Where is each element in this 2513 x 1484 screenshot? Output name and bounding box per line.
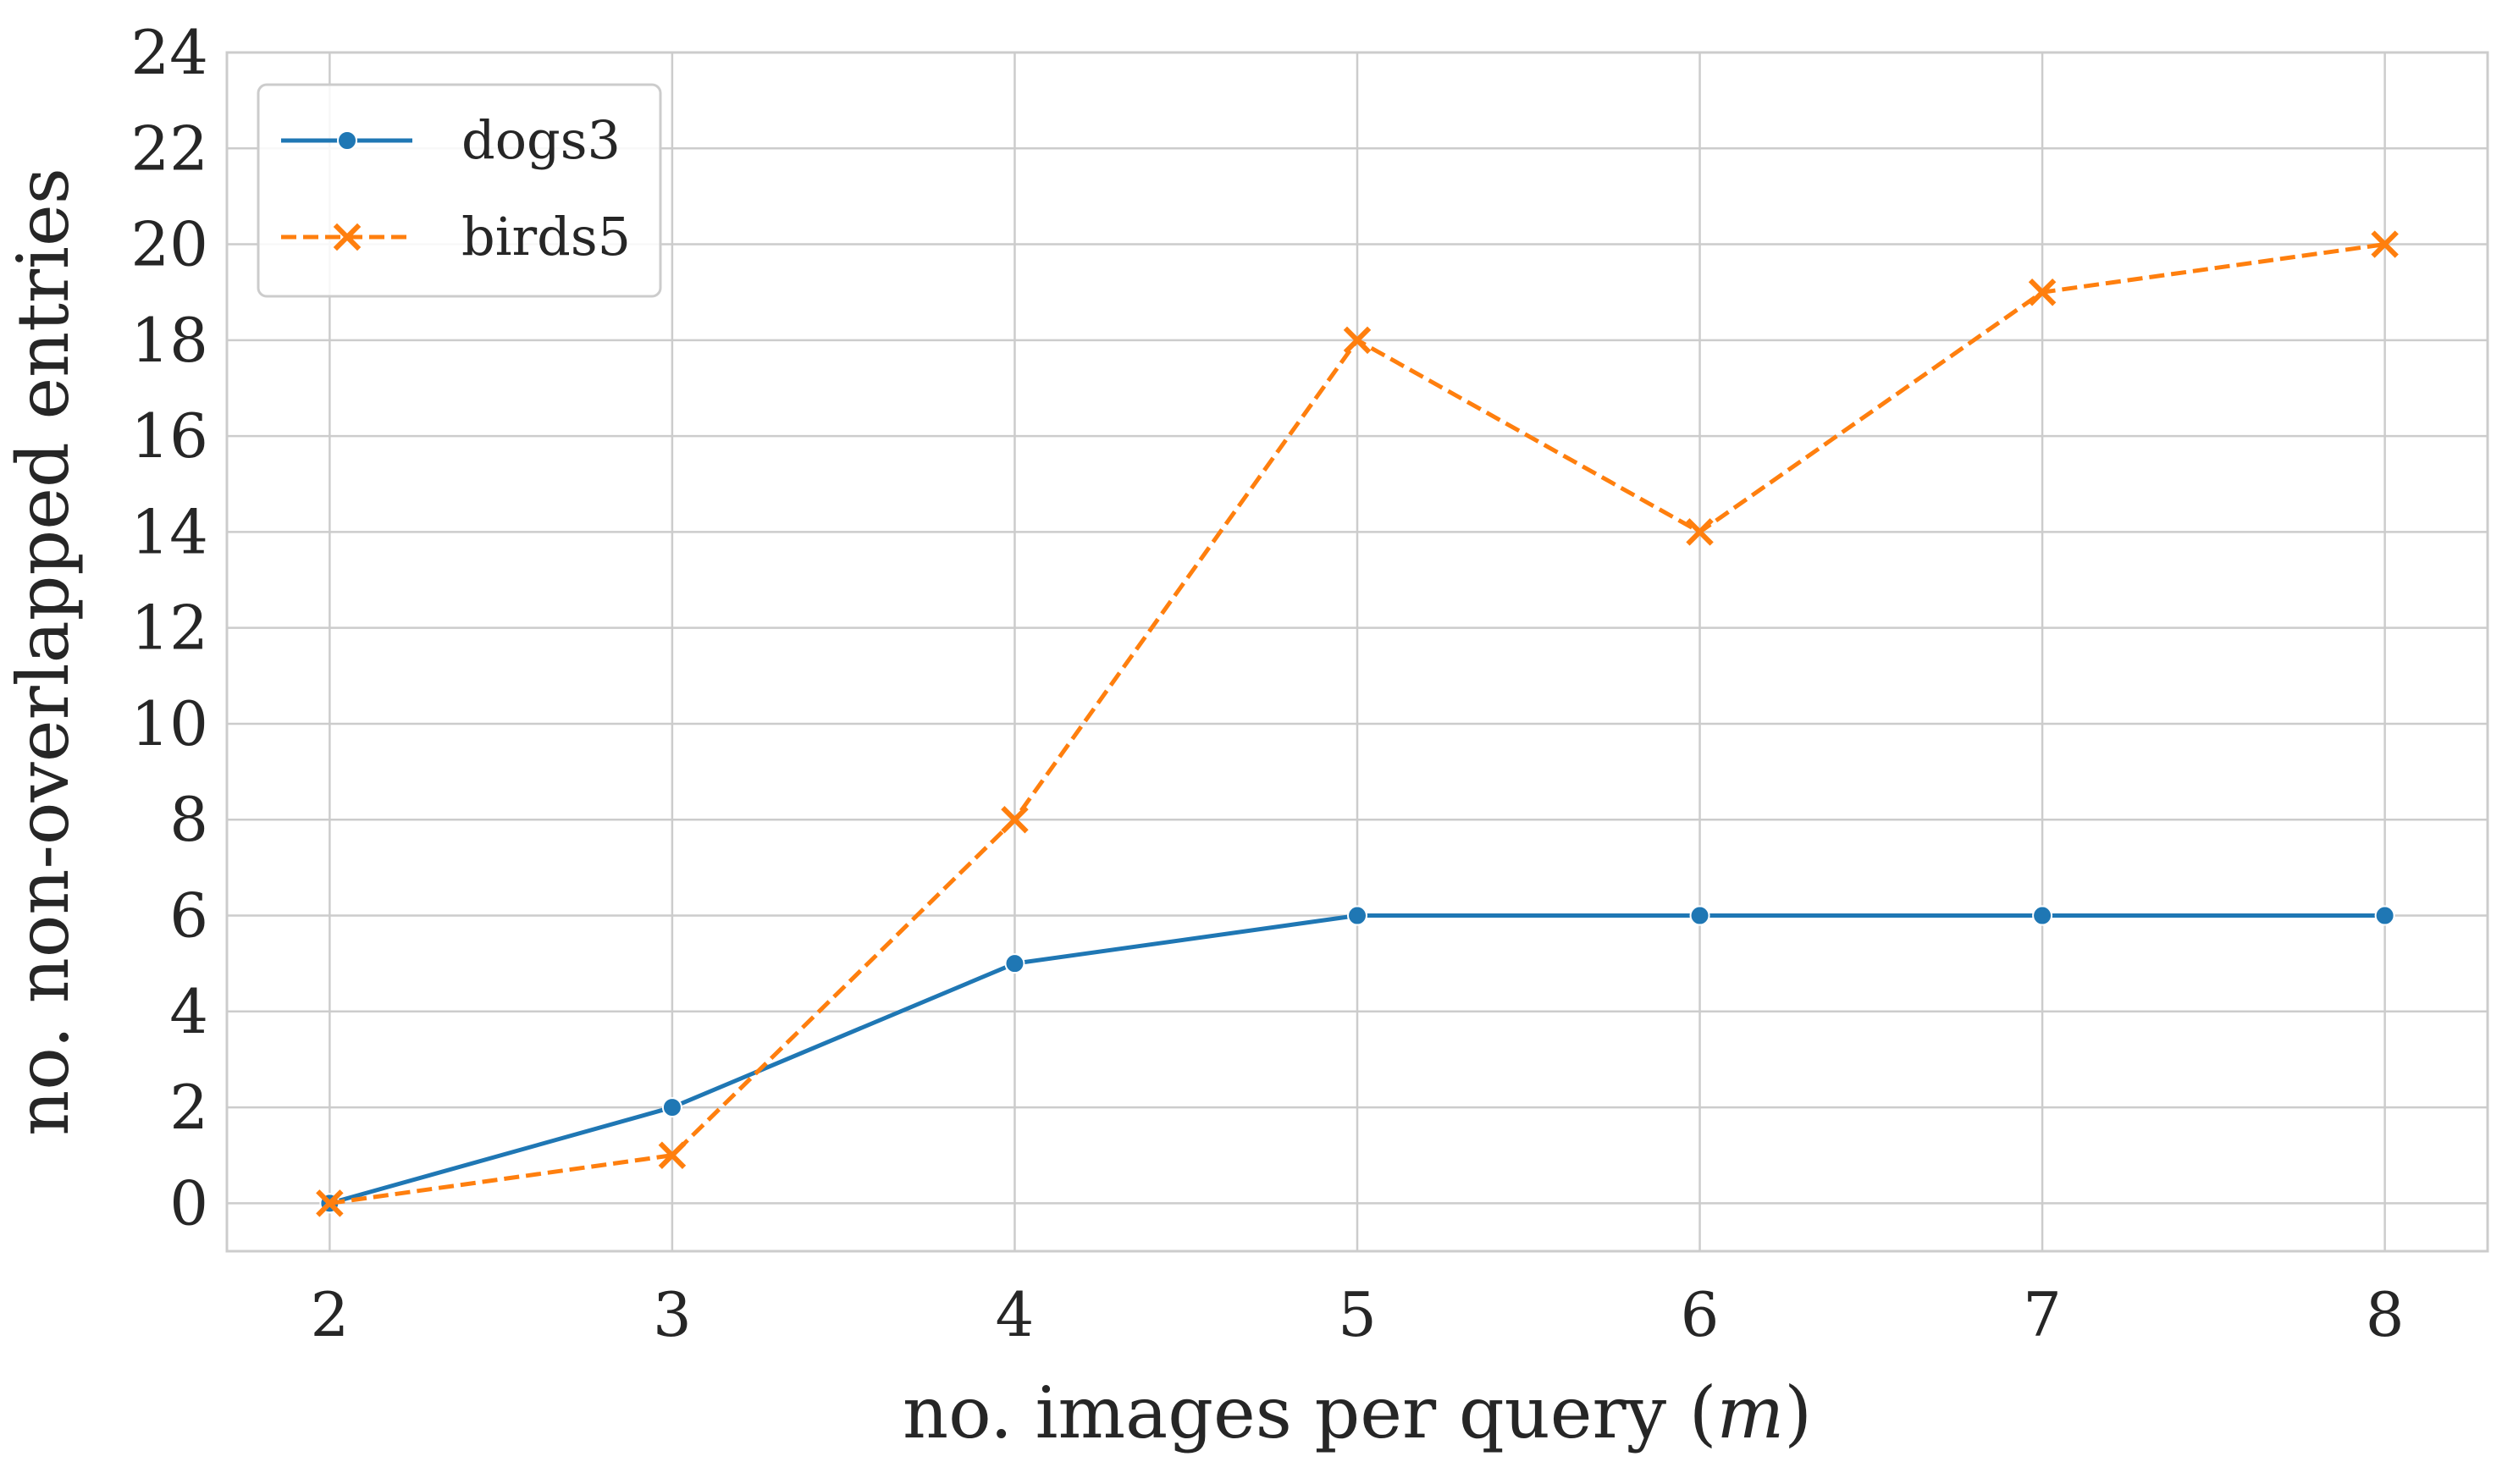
x-tick-label: 6 [1681, 1279, 1720, 1350]
data-point-dogs3 [1689, 905, 1710, 926]
x-axis-label: no. images per query (m) [903, 1371, 1812, 1454]
y-tick-label: 10 [130, 688, 208, 759]
marker-stroke [1343, 326, 1372, 355]
y-tick-label: 20 [130, 209, 208, 280]
marker-stroke [658, 1141, 687, 1169]
data-point-birds5 [1343, 326, 1372, 355]
legend: dogs3 birds5 [257, 83, 662, 298]
x-tick-label: 5 [1338, 1279, 1377, 1350]
y-tick-label: 6 [169, 880, 208, 952]
data-point-dogs3 [1347, 905, 1367, 926]
y-tick-label: 24 [130, 17, 208, 88]
x-axis-label-symbol: m [1717, 1371, 1785, 1454]
x-tick-label: 8 [2366, 1279, 2405, 1350]
legend-marker-birds5 [333, 223, 362, 251]
marker-stroke [1686, 518, 1714, 546]
x-axis-label-prefix: no. images per query ( [903, 1371, 1717, 1454]
data-point-birds5 [658, 1141, 687, 1169]
data-point-birds5 [316, 1189, 344, 1217]
data-point-dogs3 [1004, 953, 1025, 974]
y-tick-label: 4 [169, 976, 208, 1047]
x-tick-label: 2 [310, 1279, 349, 1350]
data-point-dogs3 [2032, 905, 2053, 926]
legend-marker-dogs3 [337, 130, 357, 151]
data-point-dogs3 [2374, 905, 2395, 926]
legend-label-birds5: birds5 [461, 206, 631, 268]
marker-stroke [2371, 230, 2399, 258]
series-birds5 [316, 230, 2399, 1217]
y-tick-label: 22 [130, 113, 208, 184]
legend-label-dogs3: dogs3 [461, 109, 621, 171]
y-tick-label: 8 [169, 784, 208, 855]
x-tick-label: 3 [653, 1279, 692, 1350]
legend-entry-dogs3: dogs3 [281, 109, 621, 171]
y-tick-label: 0 [169, 1167, 208, 1239]
y-tick-label: 16 [130, 400, 208, 472]
data-point-birds5 [2371, 230, 2399, 258]
data-point-birds5 [1001, 805, 1029, 834]
y-tick-label: 18 [130, 305, 208, 376]
y-tick-label: 14 [130, 496, 208, 567]
marker-stroke [333, 223, 362, 251]
data-point-birds5 [2028, 278, 2057, 306]
marker-stroke [1001, 805, 1029, 834]
data-point-dogs3 [661, 1097, 682, 1118]
data-point-birds5 [1686, 518, 1714, 546]
x-axis-label-suffix: ) [1784, 1371, 1812, 1454]
plot-frame [225, 51, 2489, 1253]
y-axis-label: no. non-overlapped entries [2, 168, 85, 1136]
y-tick-label: 2 [169, 1072, 208, 1143]
legend-box [257, 83, 662, 298]
x-tick-label: 7 [2023, 1279, 2062, 1350]
x-tick-label: 4 [996, 1279, 1035, 1350]
y-tick-label: 12 [130, 593, 208, 664]
series-group [316, 230, 2399, 1217]
marker-stroke [316, 1189, 344, 1217]
marker-stroke [2028, 278, 2057, 306]
legend-entry-birds5: birds5 [281, 206, 631, 268]
